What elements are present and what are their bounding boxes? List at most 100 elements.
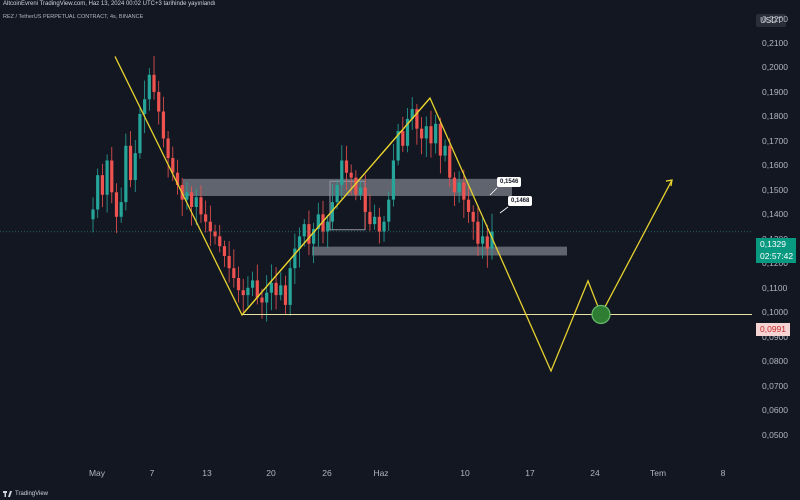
- candle-body[interactable]: [377, 216, 381, 232]
- candle-body[interactable]: [251, 280, 255, 288]
- candle-body[interactable]: [316, 214, 320, 230]
- candle-body[interactable]: [349, 172, 353, 178]
- candle-body[interactable]: [293, 248, 297, 269]
- candle-body[interactable]: [119, 202, 123, 217]
- candle-body[interactable]: [110, 160, 114, 193]
- candle-body[interactable]: [124, 145, 128, 203]
- candle-body[interactable]: [128, 145, 133, 181]
- candle-body[interactable]: [387, 199, 391, 222]
- candle-body[interactable]: [260, 297, 264, 303]
- candle-body[interactable]: [241, 290, 245, 296]
- candle-body[interactable]: [105, 160, 109, 195]
- candle-body[interactable]: [161, 111, 166, 139]
- candle-body[interactable]: [265, 292, 269, 303]
- candle-body[interactable]: [368, 211, 372, 225]
- candle-body[interactable]: [194, 197, 198, 207]
- candle-body[interactable]: [401, 131, 405, 146]
- candle-body[interactable]: [91, 209, 95, 220]
- candle-body[interactable]: [302, 224, 306, 237]
- candle-body[interactable]: [222, 246, 227, 256]
- candle-body[interactable]: [429, 126, 433, 144]
- candle-body[interactable]: [448, 145, 452, 178]
- candle-body[interactable]: [335, 184, 339, 203]
- candle-body[interactable]: [354, 177, 358, 195]
- candle-body[interactable]: [391, 160, 396, 200]
- currency-button[interactable]: USDT: [756, 14, 786, 27]
- candle-body[interactable]: [326, 221, 330, 232]
- candle-body[interactable]: [307, 224, 311, 244]
- candle-body[interactable]: [410, 109, 414, 119]
- candle-body[interactable]: [114, 192, 119, 217]
- projection-path[interactable]: [114, 56, 673, 373]
- candle-body[interactable]: [452, 177, 457, 193]
- candle-body[interactable]: [382, 221, 386, 232]
- candle-body[interactable]: [185, 192, 189, 200]
- candle-body[interactable]: [143, 99, 147, 114]
- candle-body[interactable]: [274, 282, 278, 296]
- candle-body[interactable]: [152, 74, 156, 92]
- candle-body[interactable]: [476, 221, 480, 244]
- candle-body[interactable]: [283, 285, 288, 305]
- support-resistance-zone[interactable]: [183, 178, 512, 196]
- footer-brand-text: TradingView: [15, 491, 49, 497]
- pattern-leg[interactable]: [241, 97, 431, 316]
- candle-body[interactable]: [288, 268, 292, 305]
- candle-body[interactable]: [485, 236, 489, 249]
- candle-body[interactable]: [481, 236, 485, 244]
- candle-body[interactable]: [297, 236, 302, 249]
- candle-body[interactable]: [396, 131, 400, 161]
- candle-body[interactable]: [405, 118, 410, 146]
- candle-body[interactable]: [471, 211, 475, 222]
- support-resistance-zone[interactable]: [312, 246, 567, 256]
- candle-body[interactable]: [227, 255, 231, 269]
- candle-body[interactable]: [208, 221, 212, 232]
- candle-body[interactable]: [434, 123, 438, 144]
- symbol-description[interactable]: REZ / TetherUS PERPETUAL CONTRACT, 4s, B…: [3, 14, 144, 20]
- candle-body[interactable]: [462, 182, 466, 200]
- candle-body[interactable]: [358, 187, 363, 195]
- candle-body[interactable]: [415, 109, 419, 129]
- candle-body[interactable]: [344, 160, 349, 173]
- candle-body[interactable]: [100, 175, 104, 195]
- candle-body[interactable]: [373, 216, 377, 225]
- candle-body[interactable]: [204, 214, 208, 222]
- candle-body[interactable]: [424, 126, 428, 139]
- candle-body[interactable]: [171, 158, 175, 173]
- candle-body[interactable]: [166, 138, 170, 159]
- candle-body[interactable]: [246, 287, 250, 296]
- candle-body[interactable]: [279, 285, 283, 296]
- candle-body[interactable]: [321, 214, 325, 232]
- candle-body[interactable]: [457, 182, 461, 193]
- candle-body[interactable]: [363, 187, 367, 212]
- candle-body[interactable]: [330, 202, 334, 222]
- candle-body[interactable]: [189, 192, 194, 207]
- price-tick-label: 0,1900: [762, 86, 788, 97]
- candle-body[interactable]: [157, 91, 161, 112]
- candle-body[interactable]: [438, 123, 442, 156]
- footer-brand[interactable]: TradingView: [3, 488, 48, 500]
- candle-body[interactable]: [340, 160, 344, 185]
- candle-body[interactable]: [255, 280, 259, 298]
- candle-body[interactable]: [218, 236, 222, 247]
- candle-body[interactable]: [133, 153, 137, 181]
- candle-body[interactable]: [96, 175, 100, 210]
- candle-body[interactable]: [490, 231, 494, 249]
- price-tick-label: 0,1400: [762, 209, 788, 220]
- candle-body[interactable]: [147, 74, 151, 100]
- candle-body[interactable]: [236, 277, 241, 291]
- candle-body[interactable]: [213, 231, 217, 237]
- candle-body[interactable]: [269, 282, 273, 293]
- candle-body[interactable]: [419, 128, 424, 139]
- candle-body[interactable]: [232, 268, 236, 278]
- zone-high-callout[interactable]: 0,1546: [497, 177, 522, 187]
- zone-low-callout[interactable]: 0,1468: [508, 196, 533, 206]
- candle-body[interactable]: [443, 145, 447, 156]
- candle-body[interactable]: [466, 199, 471, 212]
- candle-body[interactable]: [312, 229, 316, 244]
- target-circle[interactable]: [591, 304, 611, 325]
- candle-body[interactable]: [199, 197, 203, 215]
- time-tick-label: Haz: [373, 468, 389, 478]
- candle-body[interactable]: [175, 172, 180, 185]
- candle-body[interactable]: [138, 113, 142, 154]
